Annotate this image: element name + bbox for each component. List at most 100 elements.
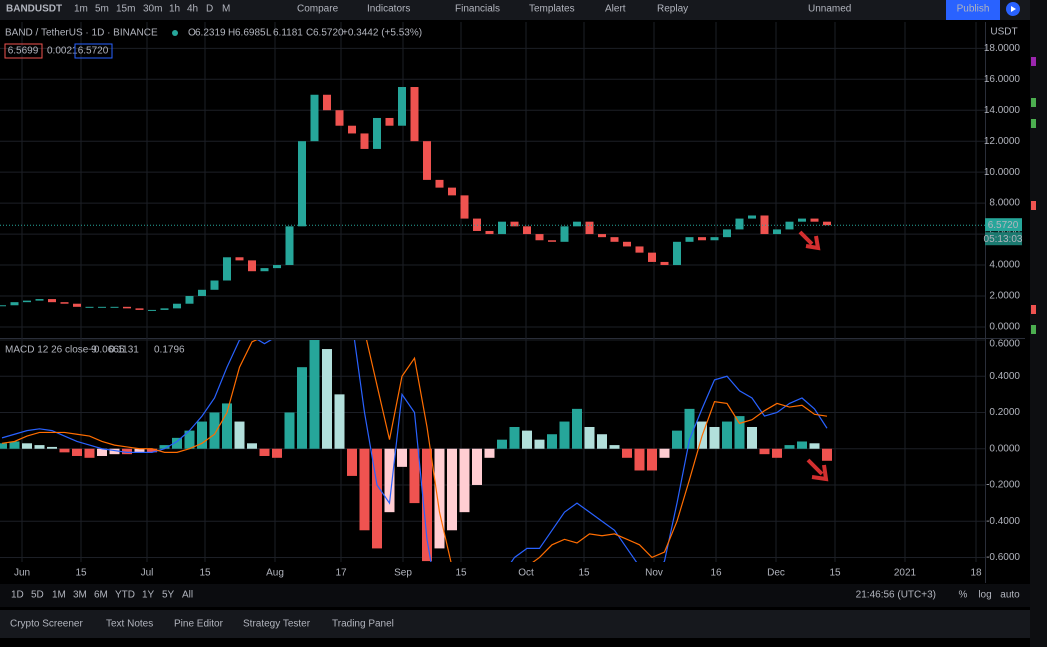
candle: [48, 299, 56, 303]
ohlc-label: O: [188, 28, 196, 39]
candle: [535, 234, 544, 241]
ohlc-value: 6.6985: [235, 28, 266, 39]
y-tick-label: 8.0000: [989, 198, 1020, 209]
interval[interactable]: 30m: [143, 4, 162, 15]
candle: [273, 265, 281, 269]
sidebar-flag: [1031, 201, 1036, 210]
interval[interactable]: 4h: [187, 4, 198, 15]
panel-tab[interactable]: Strategy Tester: [243, 619, 311, 630]
histogram-bar: [384, 448, 395, 513]
scale-option[interactable]: %: [959, 590, 968, 601]
candle: [98, 306, 106, 308]
histogram-bar: [584, 426, 595, 449]
histogram-bar: [59, 448, 70, 453]
histogram-bar: [597, 434, 607, 449]
publish-label[interactable]: Publish: [957, 4, 990, 15]
histogram-bar: [284, 412, 295, 449]
histogram-bar: [747, 426, 757, 449]
range-button[interactable]: 3M: [73, 590, 87, 601]
y-tick-label: -0.4000: [986, 516, 1020, 527]
toolbar-button[interactable]: Templates: [529, 4, 575, 15]
candle: [723, 229, 731, 238]
panel-tab[interactable]: Crypto Screener: [10, 619, 83, 630]
x-tick-label: 15: [578, 568, 590, 579]
histogram-bar: [797, 441, 807, 449]
x-tick-label: Jul: [141, 568, 154, 579]
range-button[interactable]: All: [182, 590, 193, 601]
x-tick-label: Nov: [645, 568, 663, 579]
scale-option[interactable]: log: [978, 590, 991, 601]
sidebar-flag: [1031, 119, 1036, 128]
candle: [0, 305, 6, 307]
x-tick-label: 15: [829, 568, 841, 579]
candle: [110, 306, 119, 308]
range-button[interactable]: 1M: [52, 590, 66, 601]
histogram-bar: [372, 448, 382, 549]
x-tick-label: 2021: [894, 568, 917, 579]
toolbar-button[interactable]: Compare: [297, 4, 339, 15]
symbol[interactable]: BANDUSDT: [6, 4, 62, 15]
panel-tab[interactable]: Text Notes: [106, 619, 153, 630]
histogram-bar: [784, 445, 795, 449]
y-tick-label: 10.0000: [984, 167, 1021, 178]
interval[interactable]: 5m: [95, 4, 109, 15]
range-button[interactable]: 1Y: [142, 590, 155, 601]
x-tick-label: 18: [970, 568, 982, 579]
change: +0.3442 (+5.53%): [342, 28, 422, 39]
bid-box: [4, 43, 43, 59]
candle: [735, 218, 744, 230]
histogram-bar: [472, 448, 482, 485]
interval[interactable]: 1h: [169, 4, 180, 15]
candle: [660, 261, 669, 266]
toolbar-button[interactable]: Alert: [605, 4, 626, 15]
legend-title: BAND / TetherUS · 1D · BINANCE: [5, 28, 158, 39]
panel-tab[interactable]: Trading Panel: [332, 619, 394, 630]
spread: 0.0021: [47, 46, 78, 57]
toolbar-button[interactable]: Financials: [455, 4, 500, 15]
range-button[interactable]: 1D: [11, 590, 24, 601]
range-button[interactable]: 5D: [31, 590, 44, 601]
toolbar-button[interactable]: Replay: [657, 4, 688, 15]
candle: [60, 302, 69, 304]
histogram-bar: [547, 434, 557, 449]
publish-button[interactable]: [946, 0, 1000, 20]
candle: [148, 309, 156, 311]
interval[interactable]: D: [206, 4, 213, 15]
layout-name[interactable]: Unnamed: [808, 4, 851, 15]
histogram-bar: [684, 408, 695, 449]
countdown-box: [985, 232, 1022, 246]
histogram-bar: [522, 430, 532, 449]
candle: [560, 226, 569, 242]
candle: [635, 246, 644, 253]
y-tick-label: -0.6000: [986, 552, 1020, 563]
candle: [548, 240, 556, 242]
histogram-bar: [209, 412, 220, 449]
scale-option[interactable]: auto: [1000, 590, 1020, 601]
currency: USDT: [990, 27, 1017, 38]
range-button[interactable]: YTD: [115, 590, 135, 601]
interval[interactable]: 15m: [116, 4, 135, 15]
interval[interactable]: M: [222, 4, 230, 15]
histogram-bar: [772, 448, 782, 458]
candle: [673, 241, 681, 266]
annotation-arrow: [798, 230, 821, 251]
y-tick-label: 12.0000: [984, 136, 1021, 147]
range-button[interactable]: 5Y: [162, 590, 175, 601]
sidebar-flag: [1031, 57, 1036, 66]
panel-tab[interactable]: Pine Editor: [174, 619, 224, 630]
candle: [223, 257, 231, 281]
ask-box: [74, 43, 113, 59]
macd-line: [1, 340, 828, 562]
range-button[interactable]: 6M: [94, 590, 108, 601]
chart-layer: BANDUSDT 1m 5m 15m 30m 1h 4h D M Compare Indicator…: [0, 4, 1023, 630]
candle: [523, 226, 531, 235]
histogram-bar: [272, 448, 282, 458]
toolbar-button[interactable]: Indicators: [367, 4, 410, 15]
candle: [648, 252, 656, 262]
y-tick-label: 0.0000: [989, 443, 1020, 454]
interval[interactable]: 1m: [74, 4, 88, 15]
histogram-bar: [759, 448, 770, 455]
candle: [335, 110, 344, 126]
macd-value: 0.1131: [109, 345, 139, 356]
histogram-bar: [459, 448, 470, 513]
